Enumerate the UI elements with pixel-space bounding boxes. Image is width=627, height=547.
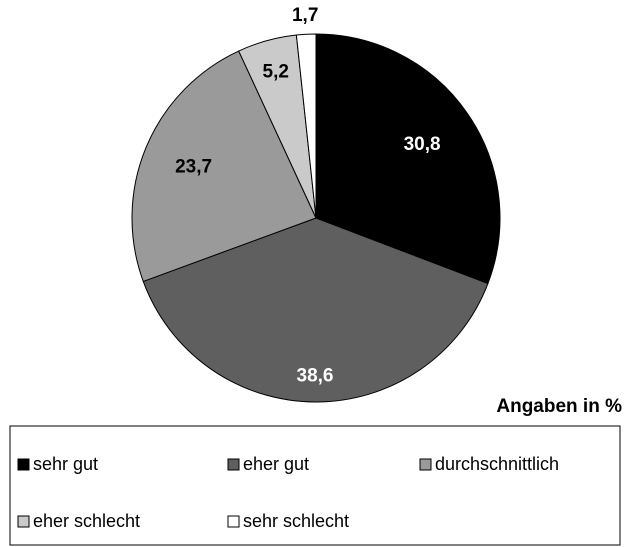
data-label: 38,6: [297, 365, 334, 386]
data-label: 1,7: [292, 5, 318, 26]
legend-label: eher gut: [243, 454, 309, 474]
legend-swatch: [17, 458, 30, 471]
pie-slice: [315, 33, 501, 285]
pie-slice: [131, 50, 317, 283]
legend-swatch: [227, 458, 240, 471]
legend-label: durchschnittlich: [435, 454, 559, 474]
legend-label: sehr schlecht: [243, 511, 349, 531]
legend-label: sehr gut: [33, 454, 98, 474]
legend-swatch: [227, 515, 240, 528]
data-label: 30,8: [404, 134, 441, 155]
data-label: 5,2: [263, 62, 289, 83]
legend-swatch: [419, 458, 432, 471]
legend-label: eher schlecht: [33, 511, 140, 531]
annotation: Angaben in %: [496, 396, 622, 417]
pie-slice: [295, 33, 317, 219]
data-label: 23,7: [175, 156, 212, 177]
legend-swatch: [17, 515, 30, 528]
pie-slice: [142, 217, 489, 403]
legend-box: [9, 425, 621, 546]
